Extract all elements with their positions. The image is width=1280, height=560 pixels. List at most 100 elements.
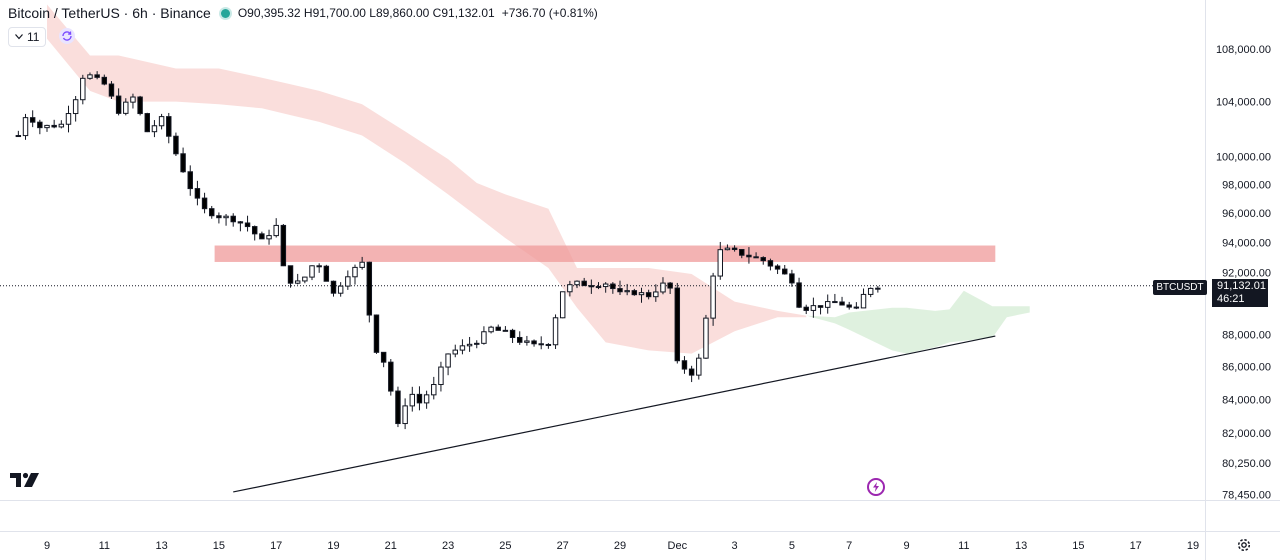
sync-icon[interactable] [59, 28, 75, 44]
candle [373, 314, 380, 354]
bull-cloud-shape [806, 290, 1030, 354]
candle-body-down [495, 326, 501, 331]
candle [681, 356, 688, 374]
candle [302, 276, 308, 284]
candle-body-up [559, 291, 566, 319]
price-tick-label: 78,450.00 [1222, 490, 1271, 502]
candle [445, 353, 451, 376]
time-tick-label: Dec [668, 540, 688, 552]
candle [87, 72, 93, 80]
candle-body-up [710, 275, 716, 319]
candle-body-down [316, 265, 322, 268]
candle [223, 214, 229, 226]
candle [674, 282, 681, 364]
price-tick-label: 100,000.00 [1216, 151, 1271, 163]
candle [388, 359, 394, 396]
candle [846, 301, 852, 310]
price-tick-label: 86,000.00 [1222, 362, 1271, 374]
lightning-icon[interactable] [867, 478, 885, 496]
time-tick-label: 15 [1072, 540, 1084, 552]
candle-body-down [137, 96, 143, 115]
candle [810, 297, 817, 318]
candle-body-up [703, 317, 709, 359]
candle [853, 302, 860, 310]
candle [194, 180, 201, 206]
candle-body-down [29, 117, 36, 123]
time-tick-label: 19 [1187, 540, 1199, 552]
candle-body-down [180, 153, 186, 173]
time-tick-label: 9 [44, 540, 50, 552]
candle [44, 124, 50, 132]
candle [173, 132, 179, 156]
candle [251, 225, 258, 241]
candle-body-down [166, 116, 172, 137]
candle [760, 256, 766, 265]
candle [860, 288, 867, 309]
gear-icon[interactable] [1236, 537, 1252, 558]
candle [337, 282, 344, 297]
candle-body-down [767, 260, 774, 267]
candle-body-up [352, 266, 358, 278]
time-tick-label: 27 [557, 540, 569, 552]
candle [767, 258, 774, 271]
candle-body-up [44, 124, 50, 129]
candle-body-up [602, 283, 609, 288]
candle-body-up [867, 287, 874, 295]
candle-body-down [645, 292, 652, 298]
candle [94, 71, 100, 80]
price-change: +736.70 (+0.81%) [501, 6, 598, 20]
candle [158, 113, 165, 130]
candle-body-up [466, 343, 473, 347]
chevron-down-icon [15, 34, 23, 40]
candle [524, 335, 530, 346]
candle-body-down [244, 222, 251, 228]
candle [753, 252, 759, 259]
candle-body-down [173, 135, 179, 155]
candle-body-down [366, 261, 373, 316]
candle [230, 213, 236, 227]
candle-body-up [474, 342, 480, 345]
last-price-value: 91,132.01 [1217, 280, 1266, 292]
candle [123, 98, 129, 116]
candle [567, 280, 573, 297]
candle [352, 264, 358, 285]
candle [144, 112, 150, 133]
indicators-count: 11 [27, 30, 40, 44]
candle [366, 261, 373, 323]
candle [22, 113, 29, 140]
candle-body-up [402, 405, 408, 425]
candle-body-up [459, 345, 466, 351]
candle-body-up [653, 291, 659, 298]
candle [653, 284, 659, 302]
candle [72, 96, 79, 122]
candle-body-down [753, 256, 759, 259]
time-tick-label: 23 [442, 540, 454, 552]
candle-body-up [438, 366, 444, 386]
tradingview-logo-icon[interactable] [10, 472, 40, 493]
candle [602, 282, 609, 293]
candle [617, 280, 623, 295]
bar-countdown: 46:21 [1217, 293, 1245, 305]
candle-body-up [337, 285, 344, 294]
price-tick-label: 94,000.00 [1222, 238, 1271, 250]
time-tick-label: 13 [1015, 540, 1027, 552]
time-tick-label: 11 [958, 540, 969, 552]
time-tick-label: 9 [903, 540, 909, 552]
candle-body-up [638, 292, 645, 296]
candle-body-up [309, 265, 315, 278]
indicators-toggle-button[interactable]: 11 [8, 27, 47, 47]
candle-body-up [488, 326, 494, 333]
time-tick-label: 19 [327, 540, 339, 552]
candle [667, 281, 673, 294]
price-tick-label: 82,000.00 [1222, 428, 1271, 440]
ichimoku-bear-cloud [47, 4, 807, 354]
symbol-title[interactable]: Bitcoin / TetherUS · 6h · Binance [8, 5, 211, 21]
candle [459, 339, 466, 355]
candle [839, 296, 845, 306]
candle-body-down [388, 361, 394, 392]
symbol-price-label: BTCUSDT [1153, 280, 1207, 295]
candle-body-up [158, 116, 165, 127]
candle [517, 331, 523, 345]
